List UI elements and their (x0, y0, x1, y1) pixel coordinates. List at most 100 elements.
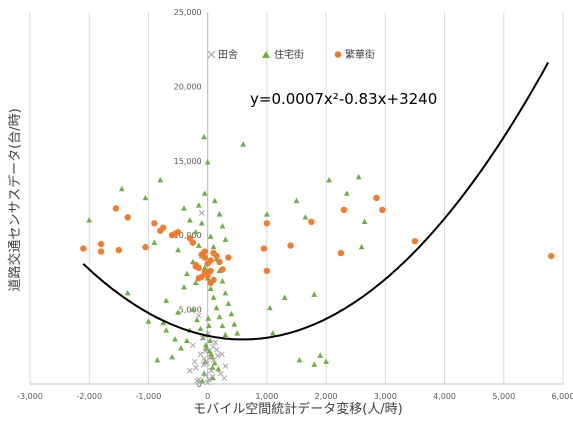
legend: 田舎 住宅街 繁華街 (207, 48, 375, 61)
point-downtown (216, 258, 223, 266)
point-residential (175, 309, 181, 315)
point-downtown (201, 254, 208, 261)
point-residential (192, 279, 199, 286)
point-downtown (207, 279, 214, 287)
point-residential (231, 321, 238, 327)
point-residential (197, 325, 204, 332)
point-downtown (219, 266, 226, 273)
x-tick-label: 0 (205, 392, 210, 401)
point-residential (145, 318, 152, 324)
x-axis-title: モバイル空間統計データ変移(人/時) (193, 401, 403, 417)
point-residential (207, 337, 213, 344)
point-residential (192, 229, 199, 235)
data-points (80, 133, 555, 386)
point-residential (302, 214, 309, 220)
point-downtown (97, 240, 105, 248)
point-downtown (411, 237, 419, 245)
point-residential (296, 356, 303, 363)
point-residential (240, 141, 247, 147)
point-residential (311, 291, 318, 297)
point-residential (205, 322, 212, 329)
point-rural (197, 351, 204, 358)
point-rural (204, 360, 210, 367)
point-downtown (263, 220, 271, 227)
point-residential (326, 176, 332, 183)
point-residential (178, 345, 184, 351)
point-rural (222, 363, 229, 369)
point-residential (210, 294, 217, 300)
point-residential (172, 336, 178, 342)
x-tick-label: -3,000 (17, 392, 43, 401)
point-residential (198, 220, 205, 226)
point-downtown (189, 239, 197, 246)
point-residential (311, 361, 318, 367)
point-downtown (207, 267, 214, 275)
point-rural (191, 358, 198, 365)
point-downtown (225, 254, 232, 261)
point-rural (198, 210, 205, 216)
legend-label-residential: 住宅街 (274, 48, 304, 61)
point-residential (181, 205, 187, 211)
point-rural (214, 352, 221, 359)
point-residential (222, 290, 229, 296)
point-downtown (115, 246, 123, 254)
point-residential (211, 197, 218, 204)
point-residential (189, 306, 196, 312)
point-downtown (151, 220, 158, 227)
x-tick-label: 1,000 (255, 392, 278, 401)
legend-label-downtown: 繁華街 (345, 48, 375, 61)
point-rural (212, 339, 219, 346)
point-residential (211, 359, 218, 366)
point-residential (215, 365, 222, 372)
point-residential (163, 297, 170, 303)
point-residential (86, 217, 93, 223)
point-residential (222, 236, 229, 242)
point-residential (219, 223, 226, 229)
x-tick-label: -2,000 (76, 392, 102, 401)
point-residential (219, 278, 226, 284)
point-rural (202, 348, 209, 355)
point-residential (204, 159, 211, 165)
y-tick-label: 20,000 (174, 82, 202, 91)
point-rural (221, 375, 228, 381)
point-residential (175, 246, 181, 253)
point-rural (209, 373, 216, 380)
point-residential (225, 300, 232, 306)
point-residential (317, 352, 324, 358)
point-residential (266, 304, 273, 311)
y-axis-title: 道路交通センサスデータ(台/時) (7, 108, 23, 291)
point-residential (157, 176, 164, 183)
legend-marker-rural-b (207, 50, 216, 59)
point-residential (216, 211, 223, 217)
point-residential (195, 242, 202, 248)
x-tick-label: 5,000 (492, 392, 515, 401)
point-downtown (160, 224, 167, 231)
point-residential (343, 190, 350, 196)
point-rural (217, 370, 224, 377)
point-residential (187, 217, 193, 223)
point-rural (219, 351, 225, 358)
point-residential (263, 211, 270, 217)
point-rural (208, 367, 215, 374)
point-downtown (213, 252, 220, 260)
point-downtown (97, 248, 105, 255)
point-downtown (287, 242, 294, 249)
point-rural (195, 312, 202, 319)
point-residential (323, 358, 330, 364)
point-downtown (308, 218, 315, 226)
point-residential (184, 270, 190, 277)
point-rural (200, 361, 207, 368)
point-downtown (112, 205, 120, 212)
trendline-equation: y=0.0007x²-0.83x+3240 (250, 90, 437, 108)
point-rural (207, 354, 213, 361)
point-rural (199, 335, 206, 341)
point-rural (192, 364, 199, 371)
point-residential (163, 327, 170, 333)
y-tick-label: 5,000 (179, 306, 202, 315)
point-downtown (337, 249, 345, 257)
point-residential (293, 197, 300, 204)
point-rural (187, 367, 193, 374)
point-residential (281, 294, 288, 300)
point-residential (124, 290, 131, 296)
